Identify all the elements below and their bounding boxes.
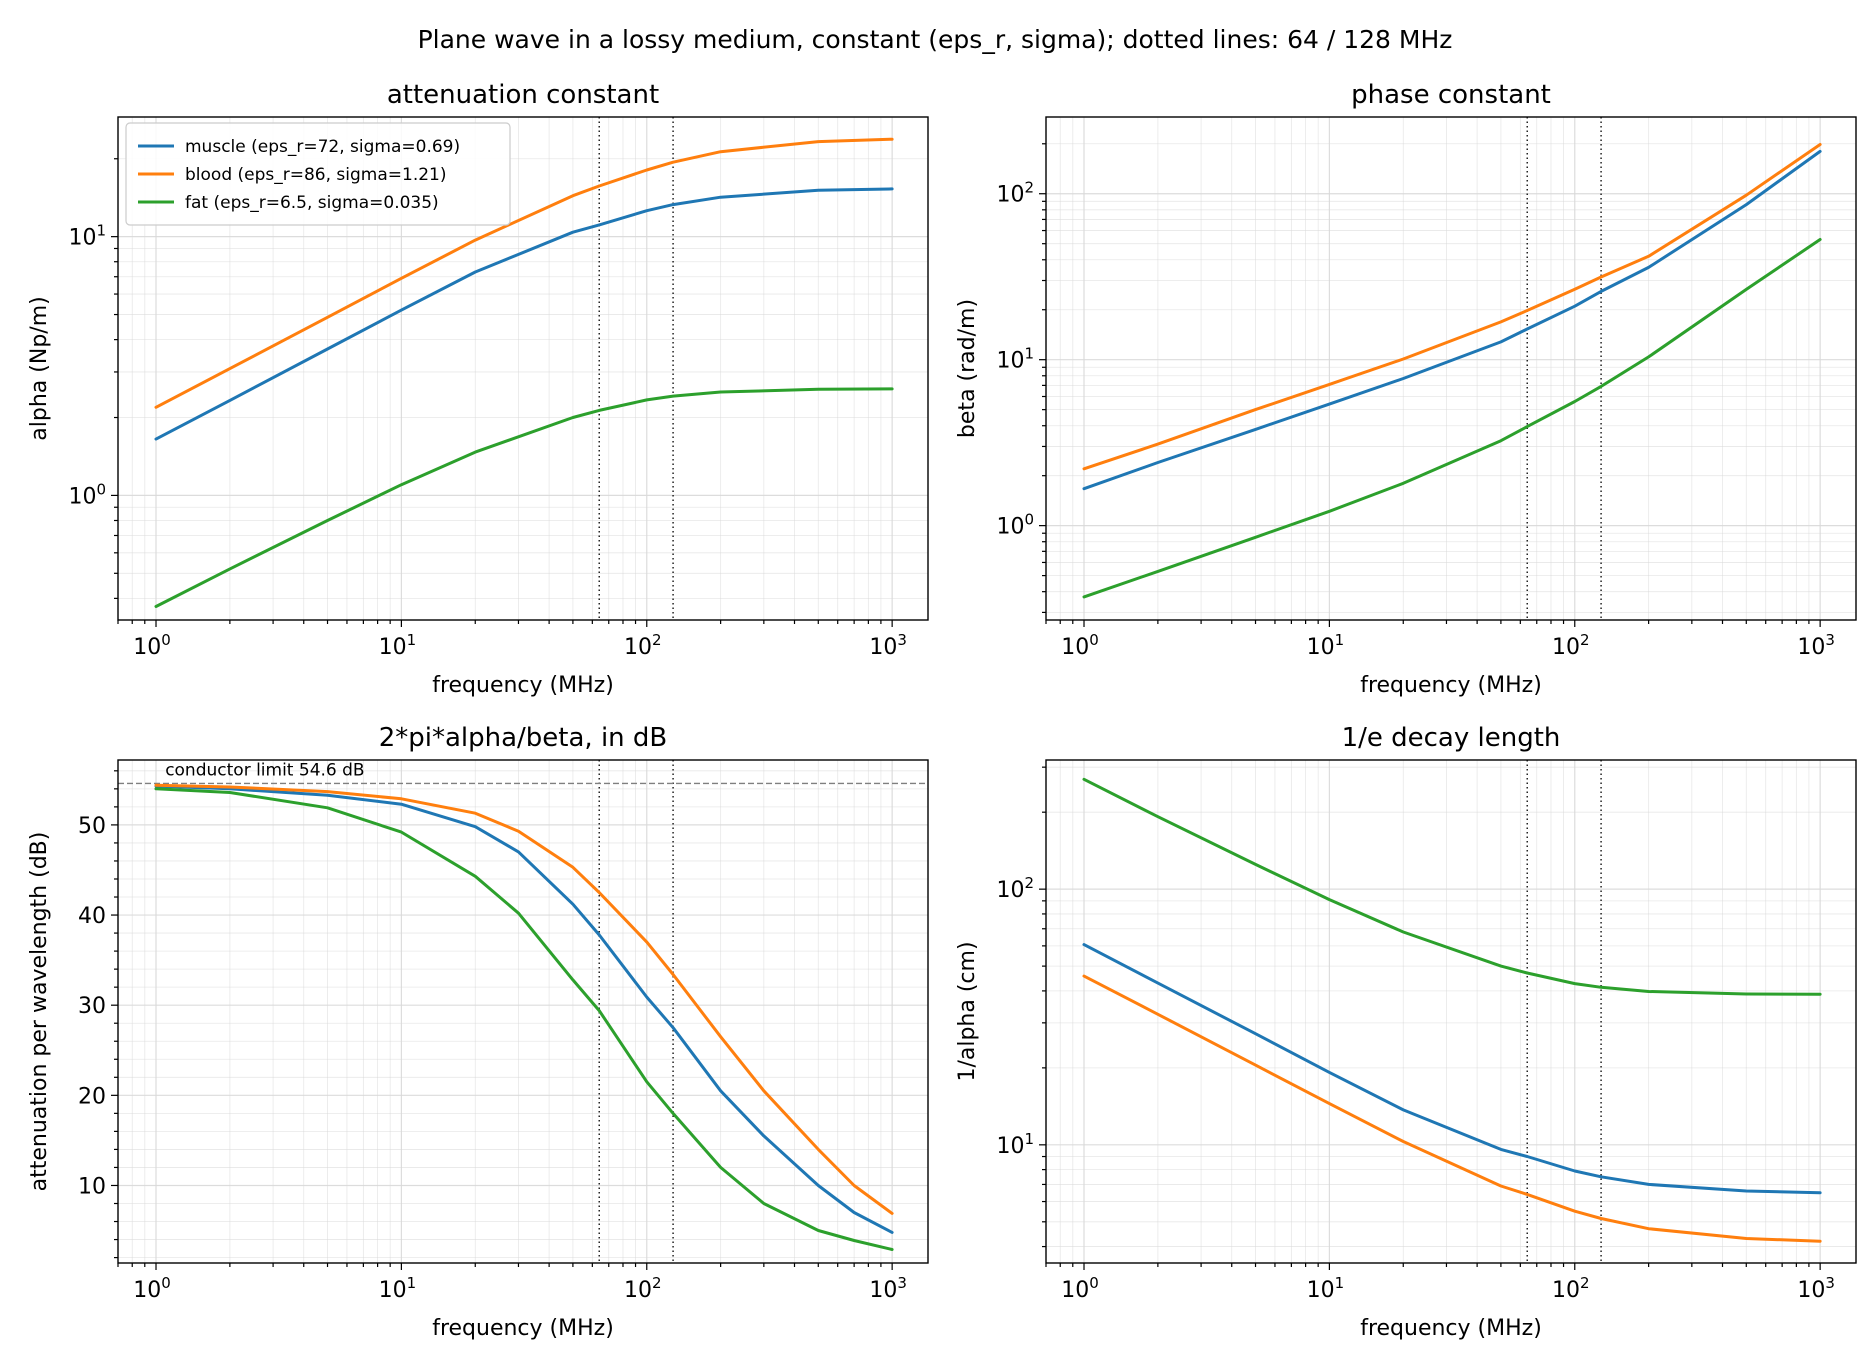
series-lines — [154, 783, 894, 1251]
y-tick-label: 100 — [996, 511, 1034, 540]
series-lines — [1082, 777, 1822, 1243]
legend-box — [125, 122, 511, 226]
y-tick-label: 102 — [996, 874, 1034, 903]
panel-title: 1/e decay length — [1342, 723, 1561, 753]
series-line-blood — [1082, 974, 1822, 1243]
x-tick-label: 101 — [379, 631, 417, 660]
axes-frame — [1045, 759, 1857, 1264]
series-line-muscle — [1082, 149, 1822, 491]
grid-lines — [1045, 117, 1856, 620]
x-tick-label: 102 — [1552, 631, 1590, 660]
chart-decay_length: 100 101 102 103 101 102 1/e decay length freque… — [955, 723, 1857, 1341]
axes-frame — [117, 759, 929, 1264]
y-tick-label: 50 — [78, 814, 106, 839]
legend-entry-muscle: muscle (eps_r=72, sigma=0.69) — [185, 137, 460, 157]
series-line-blood — [154, 783, 894, 1215]
y-tick-label: 101 — [996, 1130, 1034, 1159]
y-axis-label: attenuation per wavelength (dB) — [27, 832, 52, 1192]
y-tick-label: 101 — [996, 345, 1034, 374]
axes-frame — [1045, 116, 1857, 621]
legend-entry-blood: blood (eps_r=86, sigma=1.21) — [185, 165, 447, 185]
grid-lines — [117, 760, 928, 1263]
series-line-blood — [154, 137, 894, 409]
y-tick-label: 10 — [78, 1174, 106, 1199]
x-tick-label: 101 — [1307, 631, 1345, 660]
y-axis-label: beta (rad/m) — [955, 299, 980, 438]
panel-title: attenuation constant — [387, 80, 659, 110]
series-line-fat — [154, 787, 894, 1251]
series-line-fat — [154, 387, 894, 608]
x-axis-label: frequency (MHz) — [1360, 1316, 1542, 1341]
grid-lines — [1045, 760, 1856, 1263]
panels: 100 101 102 103 100 101 attenuation constant fr… — [27, 80, 1857, 1341]
axis-ticks — [111, 770, 893, 1270]
x-tick-label: 103 — [869, 1274, 907, 1303]
x-tick-label: 103 — [1797, 1274, 1835, 1303]
x-tick-label: 102 — [624, 1274, 662, 1303]
x-tick-label: 103 — [1797, 631, 1835, 660]
series-line-muscle — [154, 784, 894, 1234]
x-tick-label: 100 — [1061, 631, 1099, 660]
x-tick-label: 100 — [1061, 1274, 1099, 1303]
axes-frame — [117, 116, 929, 621]
x-tick-label: 102 — [624, 631, 662, 660]
x-tick-label: 100 — [133, 1274, 171, 1303]
x-tick-label: 102 — [1552, 1274, 1590, 1303]
y-tick-label: 20 — [78, 1084, 106, 1109]
legend: muscle (eps_r=72, sigma=0.69) blood (eps_… — [125, 122, 511, 226]
panel-title: phase constant — [1351, 80, 1551, 110]
chart-loss_db: 100 101 102 103 10 20 30 40 50 conductor limit 54… — [27, 723, 929, 1341]
y-tick-label: 100 — [68, 480, 106, 509]
conductor-limit-annotation: conductor limit 54.6 dB — [165, 760, 364, 780]
x-tick-label: 100 — [133, 631, 171, 660]
y-tick-label: 101 — [68, 222, 106, 251]
panel-title: 2*pi*alpha/beta, in dB — [379, 723, 668, 753]
series-line-muscle — [154, 187, 894, 441]
x-axis-label: frequency (MHz) — [1360, 673, 1542, 698]
y-tick-label: 40 — [78, 904, 106, 929]
y-axis-label: alpha (Np/m) — [27, 296, 52, 440]
axis-ticks — [1039, 766, 1821, 1270]
chart-phase: 100 101 102 103 100 101 102 phase constant frequ… — [955, 80, 1857, 698]
y-tick-label: 30 — [78, 994, 106, 1019]
x-axis-label: frequency (MHz) — [432, 1316, 614, 1341]
legend-entry-fat: fat (eps_r=6.5, sigma=0.035) — [185, 193, 439, 213]
x-tick-label: 103 — [869, 631, 907, 660]
series-line-muscle — [1082, 943, 1822, 1195]
series-lines — [154, 137, 894, 608]
chart-attenuation: 100 101 102 103 100 101 attenuation constant fr… — [27, 80, 929, 698]
x-axis-label: frequency (MHz) — [432, 673, 614, 698]
x-tick-label: 101 — [379, 1274, 417, 1303]
series-line-blood — [1082, 143, 1822, 471]
series-line-fat — [1082, 238, 1822, 599]
y-axis-label: 1/alpha (cm) — [955, 941, 980, 1081]
x-tick-label: 101 — [1307, 1274, 1345, 1303]
series-line-fat — [1082, 777, 1822, 996]
series-lines — [1082, 143, 1822, 599]
figure-suptitle: Plane wave in a lossy medium, constant (… — [418, 25, 1453, 54]
y-tick-label: 102 — [996, 179, 1034, 208]
